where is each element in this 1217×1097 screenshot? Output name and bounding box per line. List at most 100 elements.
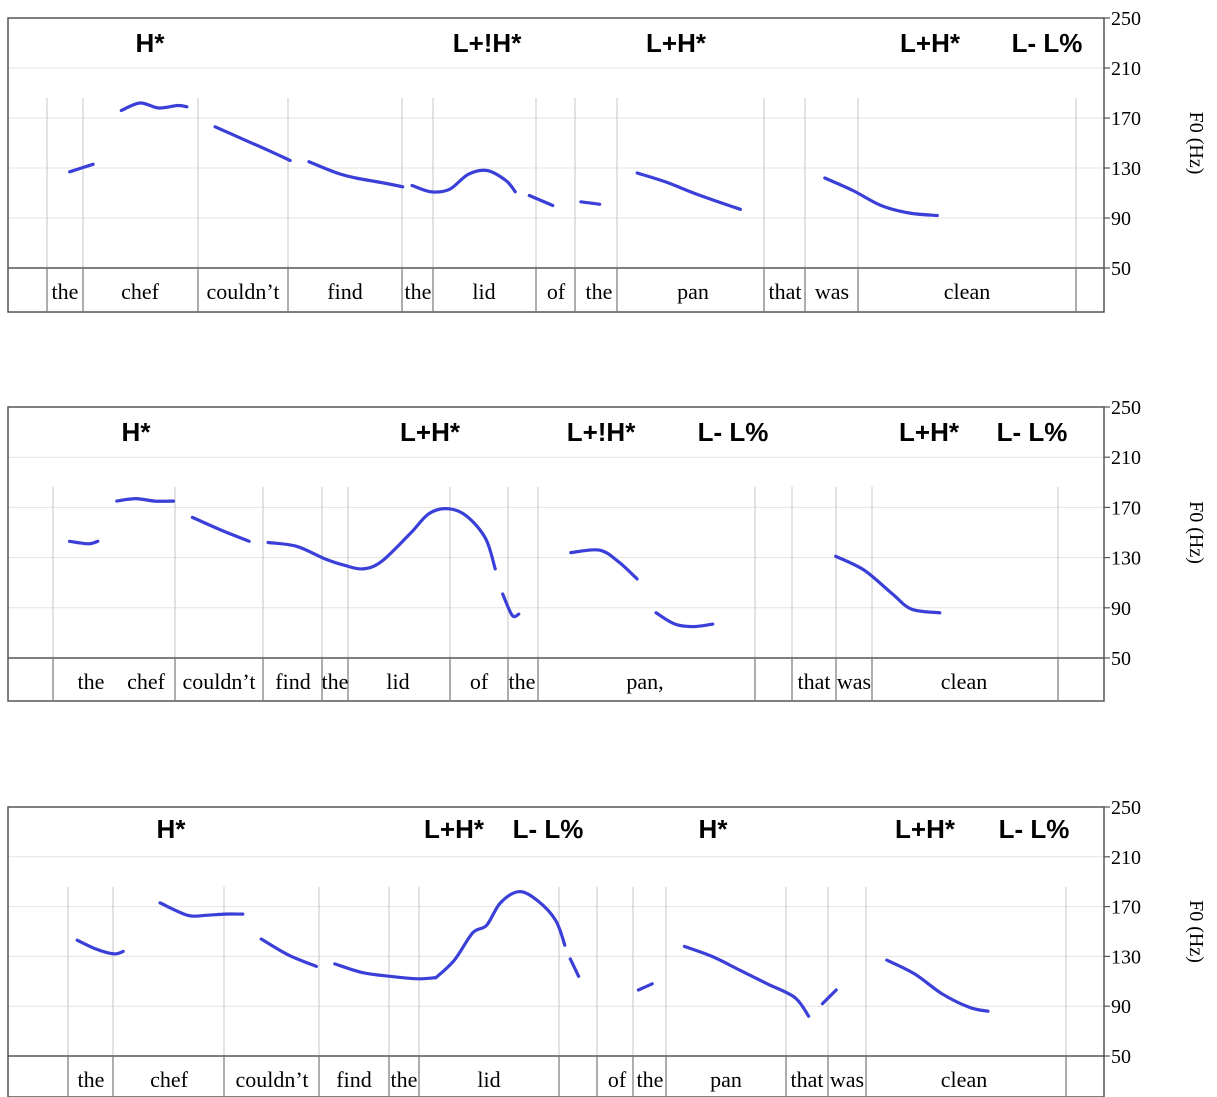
tone-label: H* bbox=[699, 814, 729, 844]
f0-contour-segment bbox=[823, 176, 939, 218]
word-label: the bbox=[509, 669, 536, 694]
y-tick-label: 90 bbox=[1111, 996, 1131, 1018]
f0-contour-segment bbox=[307, 160, 405, 189]
y-tick-label: 170 bbox=[1111, 108, 1141, 130]
y-axis-label: F0 (Hz) bbox=[1185, 900, 1207, 963]
y-tick-label: 250 bbox=[1111, 397, 1141, 419]
f0-contour-segment bbox=[158, 901, 245, 918]
word-label: the bbox=[78, 669, 105, 694]
f0-contour-segment bbox=[67, 539, 100, 546]
tone-label: L+H* bbox=[895, 814, 956, 844]
f0-contour-segment bbox=[75, 938, 125, 956]
word-label: pan, bbox=[626, 669, 663, 694]
f0-contour-segment bbox=[501, 592, 521, 619]
y-tick-label: 50 bbox=[1111, 1046, 1131, 1068]
y-tick-label: 210 bbox=[1111, 58, 1141, 80]
f0-contour-segment bbox=[636, 982, 654, 992]
word-label: the bbox=[637, 1067, 664, 1092]
tone-label: L- L% bbox=[698, 417, 769, 447]
f0-contour-segment bbox=[410, 168, 517, 194]
tone-label: L- L% bbox=[997, 417, 1068, 447]
word-label: find bbox=[336, 1067, 371, 1092]
word-label: was bbox=[837, 669, 871, 694]
word-label: chef bbox=[121, 279, 160, 304]
tone-label: H* bbox=[136, 28, 166, 58]
y-tick-label: 170 bbox=[1111, 897, 1141, 919]
tone-label: L+H* bbox=[900, 28, 961, 58]
word-label: of bbox=[547, 279, 566, 304]
y-tick-label: 130 bbox=[1111, 946, 1141, 968]
y-tick-label: 210 bbox=[1111, 447, 1141, 469]
word-label: the bbox=[586, 279, 613, 304]
word-label: lid bbox=[477, 1067, 500, 1092]
word-label: the bbox=[391, 1067, 418, 1092]
f0-contour-segment bbox=[333, 962, 438, 981]
tone-label: L+H* bbox=[400, 417, 461, 447]
word-label: find bbox=[327, 279, 362, 304]
y-tick-label: 170 bbox=[1111, 497, 1141, 519]
word-label: of bbox=[608, 1067, 627, 1092]
f0-contour-segment bbox=[820, 988, 838, 1006]
panel-frame bbox=[7, 17, 1105, 313]
f0-contour-segment bbox=[885, 958, 990, 1013]
chart-panel-3: 50 90 130 170 210 250 F0 (Hz) H* L+H* L- L% H* L+H*… bbox=[7, 797, 1207, 1097]
y-tick-label: 50 bbox=[1111, 648, 1131, 670]
tone-label: L+!H* bbox=[453, 28, 523, 58]
word-label: that bbox=[769, 279, 802, 304]
f0-contour-segment bbox=[213, 125, 292, 163]
f0-contour-segment bbox=[259, 937, 318, 968]
word-label: of bbox=[470, 669, 489, 694]
f0-contour-segment bbox=[266, 506, 497, 571]
f0-contour-segment bbox=[568, 957, 581, 978]
f0-contour-segment bbox=[654, 611, 715, 629]
y-tick-label: 130 bbox=[1111, 158, 1141, 180]
word-label: find bbox=[275, 669, 310, 694]
f0-contour-segment bbox=[434, 890, 567, 980]
chart-panel-1: 50 90 130 170 210 250 F0 (Hz) H* L+!H* L+H* L+H* L-… bbox=[7, 8, 1207, 313]
y-tick-label: 250 bbox=[1111, 797, 1141, 819]
f0-contour-segment bbox=[579, 200, 602, 206]
y-tick-label: 250 bbox=[1111, 8, 1141, 30]
y-tick-label: 90 bbox=[1111, 208, 1131, 230]
f0-contour-segment bbox=[190, 515, 251, 543]
tone-label: L+H* bbox=[899, 417, 960, 447]
tone-label: L- L% bbox=[999, 814, 1070, 844]
word-label: clean bbox=[941, 669, 987, 694]
word-label: was bbox=[815, 279, 849, 304]
y-tick-label: 130 bbox=[1111, 548, 1141, 570]
f0-contour-segment bbox=[635, 171, 742, 211]
word-label: lid bbox=[386, 669, 409, 694]
word-label: that bbox=[791, 1067, 824, 1092]
tone-label: H* bbox=[157, 814, 187, 844]
y-tick-label: 50 bbox=[1111, 258, 1131, 280]
f0-contour-segment bbox=[682, 944, 811, 1018]
word-label: chef bbox=[150, 1067, 189, 1092]
tone-label: L+H* bbox=[424, 814, 485, 844]
tone-label: L- L% bbox=[513, 814, 584, 844]
word-label: clean bbox=[944, 279, 990, 304]
f0-contour-segment bbox=[68, 162, 95, 174]
tone-label: H* bbox=[122, 417, 152, 447]
tone-label: L+!H* bbox=[567, 417, 637, 447]
word-label: couldn’t bbox=[236, 1067, 309, 1092]
word-label: couldn’t bbox=[183, 669, 256, 694]
word-label: chef bbox=[127, 669, 166, 694]
word-label: lid bbox=[472, 279, 495, 304]
word-label: the bbox=[405, 279, 432, 304]
word-label: couldn’t bbox=[207, 279, 280, 304]
word-label: the bbox=[52, 279, 79, 304]
f0-contour-segment bbox=[834, 554, 942, 615]
panel-frame bbox=[7, 406, 1105, 702]
word-label: that bbox=[798, 669, 831, 694]
tone-label: L- L% bbox=[1012, 28, 1083, 58]
word-label: clean bbox=[941, 1067, 987, 1092]
chart-panel-2: 50 90 130 170 210 250 F0 (Hz) H* L+H* L+!H* L- L% L… bbox=[7, 397, 1207, 702]
tone-label: L+H* bbox=[646, 28, 707, 58]
f0-contour-segment bbox=[115, 497, 176, 503]
y-axis-label: F0 (Hz) bbox=[1185, 112, 1207, 175]
word-label: the bbox=[322, 669, 349, 694]
f0-contour-segment bbox=[119, 101, 189, 113]
panel-frame bbox=[7, 806, 1105, 1097]
word-label: pan bbox=[677, 279, 709, 304]
